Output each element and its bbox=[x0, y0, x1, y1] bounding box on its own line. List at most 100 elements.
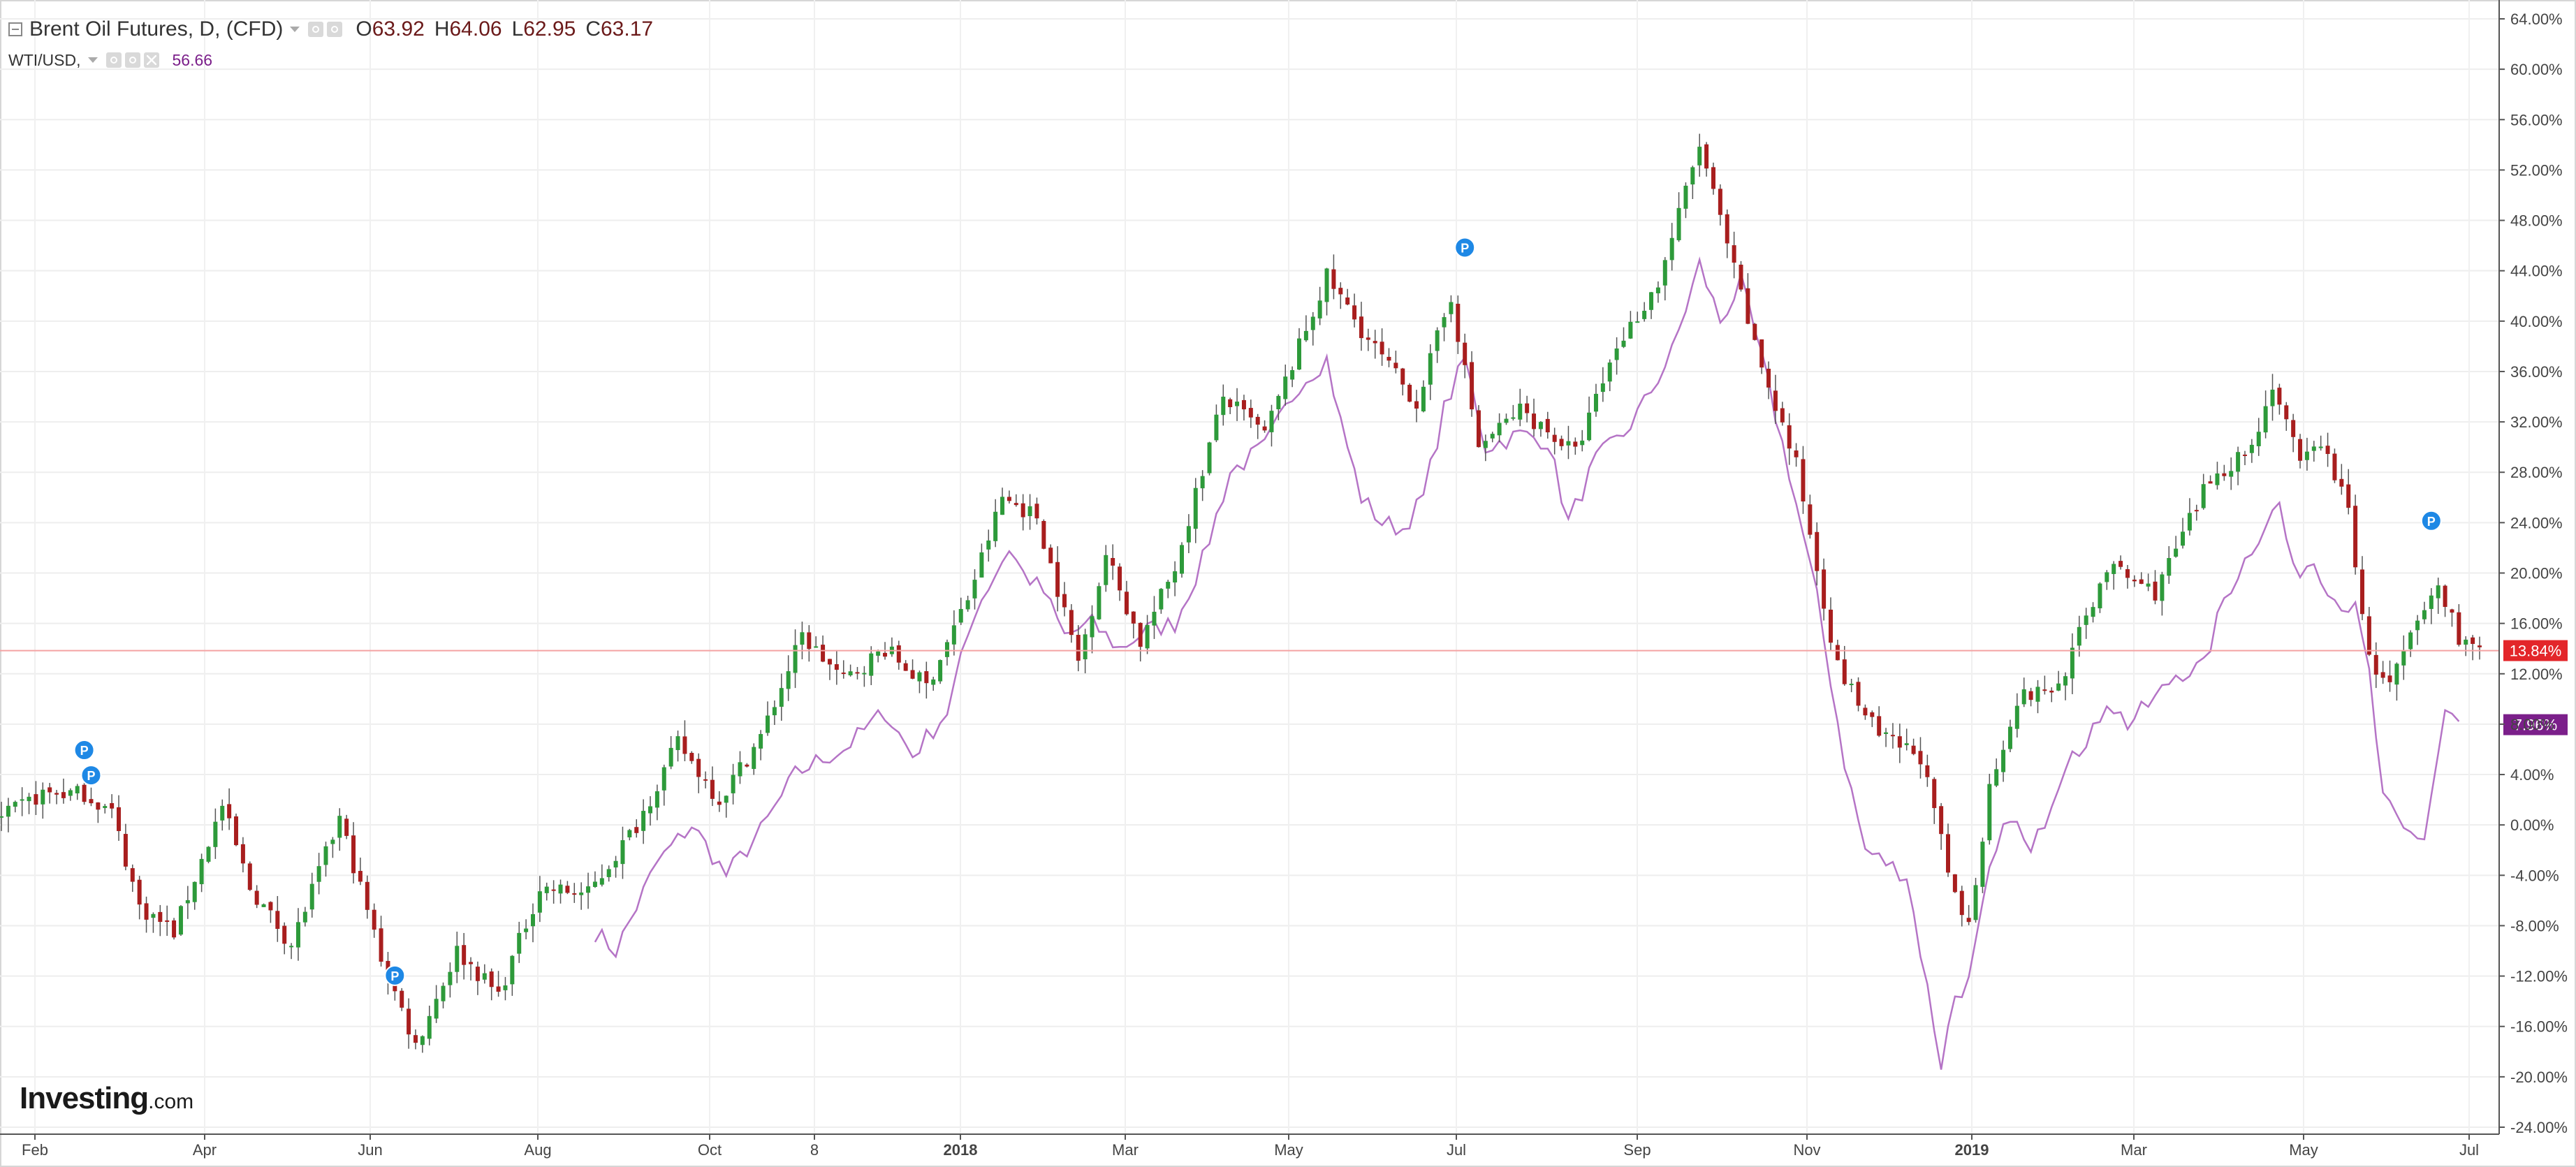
candle-body bbox=[1697, 147, 1702, 166]
candle-body bbox=[1808, 504, 1813, 535]
event-marker-icon[interactable] bbox=[1454, 237, 1476, 258]
candle-body bbox=[427, 1015, 432, 1039]
candle-body bbox=[1111, 557, 1115, 566]
candle-body bbox=[2450, 609, 2454, 613]
candle-body bbox=[130, 868, 135, 882]
candle-body bbox=[1221, 396, 1226, 416]
candle-body bbox=[696, 758, 701, 777]
candle-body bbox=[766, 715, 770, 733]
candle-body bbox=[2422, 610, 2427, 619]
candle-body bbox=[1373, 341, 1377, 344]
candle-body bbox=[227, 804, 232, 819]
visibility-icon[interactable] bbox=[327, 22, 343, 37]
settings-icon[interactable] bbox=[308, 22, 324, 37]
candle-body bbox=[1262, 426, 1267, 431]
candle-body bbox=[1635, 321, 1640, 323]
compare-symbol[interactable]: WTI/USD, bbox=[8, 50, 81, 69]
chevron-down-icon[interactable] bbox=[87, 57, 98, 63]
y-tick-label: 0.00% bbox=[2510, 816, 2554, 834]
candle-body bbox=[1711, 167, 1715, 189]
candle-body bbox=[420, 1036, 425, 1045]
candle-body bbox=[2325, 446, 2330, 455]
candle-body bbox=[117, 807, 122, 831]
candle-body bbox=[772, 707, 777, 716]
candle-body bbox=[586, 886, 591, 893]
candle-body bbox=[1863, 707, 1868, 716]
candle-body bbox=[731, 775, 736, 793]
candle-body bbox=[572, 893, 577, 895]
candle-body bbox=[599, 878, 604, 885]
candle-body bbox=[1946, 834, 1951, 873]
compare-series-legend: WTI/USD, 56.66 bbox=[8, 49, 212, 71]
x-tick-label: Mar bbox=[2121, 1141, 2147, 1159]
candle-body bbox=[1207, 442, 1212, 474]
candle-body bbox=[1152, 611, 1157, 626]
chevron-down-icon[interactable] bbox=[290, 27, 300, 32]
event-marker-icon[interactable] bbox=[80, 765, 102, 786]
logo-brand: Investing bbox=[20, 1081, 149, 1115]
symbol-title[interactable]: Brent Oil Futures, D, (CFD) bbox=[29, 17, 284, 41]
candle-body bbox=[462, 945, 467, 965]
candle-body bbox=[137, 879, 142, 905]
candle-body bbox=[972, 580, 977, 599]
y-tick-label: 56.00% bbox=[2510, 111, 2563, 129]
event-marker-icon[interactable] bbox=[384, 964, 406, 986]
candle-body bbox=[413, 1035, 418, 1043]
candle-body bbox=[247, 863, 252, 890]
candle-body bbox=[1870, 712, 1875, 717]
candle-body bbox=[869, 653, 874, 676]
candle-body bbox=[489, 971, 494, 988]
candle-body bbox=[1076, 635, 1081, 661]
candle-body bbox=[96, 802, 101, 810]
candle-body bbox=[206, 846, 211, 862]
candle-body bbox=[1055, 562, 1060, 597]
candle-body bbox=[1048, 548, 1053, 564]
candle-body bbox=[151, 913, 156, 918]
candle-body bbox=[724, 795, 729, 803]
candle-body bbox=[1104, 555, 1108, 585]
candle-body bbox=[1283, 376, 1288, 399]
settings-icon[interactable] bbox=[105, 52, 122, 68]
visibility-icon[interactable] bbox=[124, 52, 140, 68]
candle-body bbox=[1366, 337, 1370, 340]
candle-body bbox=[800, 632, 805, 645]
candle-body bbox=[738, 762, 742, 777]
candle-body bbox=[475, 967, 480, 981]
candle-body bbox=[496, 986, 501, 992]
y-tick-label: 32.00% bbox=[2510, 413, 2563, 431]
candle-body bbox=[627, 830, 632, 837]
candle-body bbox=[1759, 339, 1764, 368]
candle-body bbox=[199, 858, 204, 885]
candle-body bbox=[1193, 487, 1198, 529]
candle-body bbox=[1166, 582, 1171, 589]
candle-body bbox=[1442, 317, 1447, 328]
candle-body bbox=[1690, 167, 1695, 185]
candle-body bbox=[1662, 260, 1667, 286]
low-label: L bbox=[511, 17, 524, 41]
candle-body bbox=[1352, 305, 1357, 320]
event-marker-icon[interactable] bbox=[2420, 510, 2442, 531]
candle-body bbox=[68, 790, 73, 796]
event-marker-icon[interactable] bbox=[73, 740, 95, 761]
candle-body bbox=[2070, 647, 2074, 679]
close-icon[interactable] bbox=[143, 52, 159, 68]
candle-body bbox=[289, 946, 294, 948]
candle-body bbox=[1000, 497, 1005, 515]
candle-body bbox=[2304, 451, 2309, 460]
candle-body bbox=[1145, 624, 1150, 649]
candle-body bbox=[1248, 408, 1253, 418]
high-value: 64.06 bbox=[449, 17, 502, 41]
collapse-icon[interactable] bbox=[8, 22, 22, 36]
y-tick-label: 48.00% bbox=[2510, 212, 2563, 230]
candle-body bbox=[2035, 687, 2040, 702]
candle-body bbox=[862, 673, 867, 675]
candle-body bbox=[1856, 682, 1861, 706]
candle-body bbox=[240, 844, 245, 864]
candle-body bbox=[1449, 302, 1454, 314]
event-marker-label: P bbox=[2427, 515, 2436, 529]
candle-body bbox=[1041, 520, 1046, 549]
x-tick-label: 8 bbox=[810, 1141, 819, 1159]
open-label: O bbox=[356, 17, 372, 41]
